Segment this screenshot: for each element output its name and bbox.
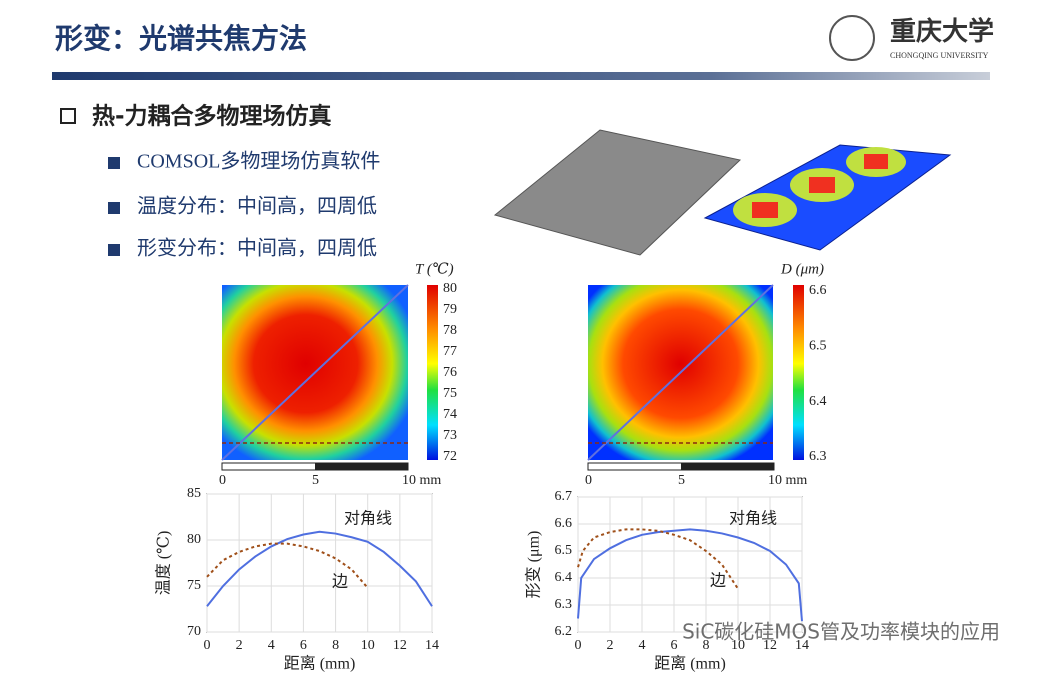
logo-text: 重庆大学: [890, 16, 994, 46]
scale-label: 5: [678, 473, 685, 488]
colorbar-tick-label: 6.4: [809, 394, 827, 409]
bullet-square: [108, 244, 120, 256]
y-tick-label: 6.6: [555, 516, 573, 531]
y-tick-label: 6.7: [555, 489, 573, 504]
series-label: 对角线: [344, 510, 392, 528]
title: 形变：光谱共焦方法: [55, 22, 307, 55]
x-tick-label: 14: [795, 638, 809, 653]
heading-box: [60, 108, 76, 124]
line-series: [206, 530, 433, 607]
scale-label: 10 mm: [768, 473, 807, 488]
plot-area: [206, 493, 433, 633]
colorbar-tick-label: 74: [443, 407, 457, 422]
header-bar: [52, 72, 990, 80]
colorbar-tick-label: 73: [443, 428, 457, 443]
scale-label: 10 mm: [402, 473, 441, 488]
x-axis-label: 距离 (mm): [284, 655, 356, 673]
scale-bar-fill: [681, 463, 774, 470]
colorbar-tick-label: 78: [443, 323, 457, 338]
x-tick-label: 6: [671, 638, 678, 653]
colorbar-tick-label: 6.6: [809, 283, 827, 298]
colorbar-tick-label: 80: [443, 281, 457, 296]
colorbar-tick-label: 6.3: [809, 449, 827, 464]
y-tick-label: 6.4: [555, 570, 573, 585]
series-label: 边: [332, 573, 348, 591]
x-tick-label: 10: [731, 638, 745, 653]
colorbar-tick-label: 75: [443, 386, 457, 401]
y-tick-label: 6.3: [555, 597, 573, 612]
x-tick-label: 8: [703, 638, 710, 653]
x-tick-label: 10: [361, 638, 375, 653]
y-tick-label: 85: [187, 486, 201, 501]
x-tick-label: 2: [236, 638, 243, 653]
x-tick-label: 12: [763, 638, 777, 653]
x-axis-label: 距离 (mm): [654, 655, 726, 673]
colorbar-label: T (℃): [415, 261, 454, 277]
scale-label: 5: [312, 473, 319, 488]
x-tick-label: 14: [425, 638, 439, 653]
y-tick-label: 6.2: [555, 624, 573, 639]
scale-bar-fill: [315, 463, 408, 470]
line-series: [206, 542, 369, 589]
scale-label: 0: [219, 473, 226, 488]
colorbar-tick-label: 76: [443, 365, 457, 380]
x-tick-label: 0: [575, 638, 582, 653]
bullet-square: [108, 157, 120, 169]
colorbar: [793, 285, 804, 460]
y-axis-label: 形变 (μm): [525, 531, 543, 599]
logo-text-en: CHONGQING UNIVERSITY: [890, 51, 989, 60]
logo-seal: [829, 15, 875, 61]
bullet-text: 形变分布：中间高，四周低: [137, 237, 377, 260]
colorbar-tick-label: 79: [443, 302, 457, 317]
scale-label: 0: [585, 473, 592, 488]
series-label: 对角线: [729, 510, 777, 528]
x-tick-label: 12: [393, 638, 407, 653]
x-tick-label: 2: [607, 638, 614, 653]
x-tick-label: 6: [300, 638, 307, 653]
colorbar-tick-label: 77: [443, 344, 457, 359]
colorbar-tick-label: 72: [443, 449, 457, 464]
colorbar-tick-label: 6.5: [809, 339, 827, 354]
y-tick-label: 70: [187, 624, 201, 639]
y-tick-label: 80: [187, 532, 201, 547]
watermark: SiC碳化硅MOS管及功率模块的应用: [682, 620, 1000, 644]
colorbar: [427, 285, 438, 460]
x-tick-label: 4: [639, 638, 646, 653]
y-tick-label: 6.5: [555, 543, 573, 558]
line-series: [577, 528, 739, 590]
model-mesh: [493, 129, 742, 256]
series-label: 边: [710, 572, 726, 590]
x-tick-label: 0: [204, 638, 211, 653]
y-tick-label: 75: [187, 578, 201, 593]
line-series: [577, 528, 803, 622]
bullet-square: [108, 202, 120, 214]
colorbar-label: D (μm): [780, 261, 824, 277]
bullet-text: COMSOL多物理场仿真软件: [137, 150, 380, 173]
x-tick-label: 4: [268, 638, 275, 653]
y-axis-label: 温度 (℃): [155, 531, 173, 596]
x-tick-label: 8: [332, 638, 339, 653]
bullet-text: 温度分布：中间高，四周低: [137, 195, 377, 218]
section-heading: 热-力耦合多物理场仿真: [92, 103, 332, 130]
